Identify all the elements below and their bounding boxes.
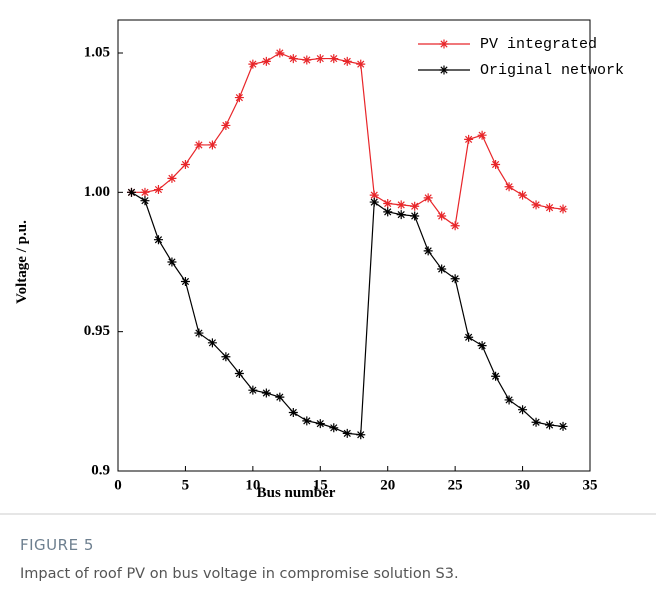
marker <box>545 420 555 430</box>
marker <box>167 173 177 183</box>
x-tick-label: 20 <box>380 477 395 493</box>
marker <box>248 385 258 395</box>
marker <box>180 277 190 287</box>
x-tick-label: 30 <box>515 477 530 493</box>
marker <box>315 419 325 429</box>
marker <box>410 211 420 221</box>
marker <box>140 187 150 197</box>
marker <box>545 203 555 213</box>
marker <box>396 200 406 210</box>
marker <box>369 190 379 200</box>
x-tick-label: 15 <box>313 477 328 493</box>
marker <box>477 341 487 351</box>
marker <box>558 204 568 214</box>
marker <box>356 59 366 69</box>
marker <box>518 190 528 200</box>
marker <box>302 416 312 426</box>
marker <box>126 187 136 197</box>
marker <box>518 405 528 415</box>
marker <box>369 197 379 207</box>
marker <box>329 423 339 433</box>
marker <box>153 185 163 195</box>
marker <box>383 207 393 217</box>
plot-frame <box>117 19 591 472</box>
x-tick-label: 10 <box>245 477 260 493</box>
marker <box>477 130 487 140</box>
marker <box>450 221 460 231</box>
marker <box>275 48 285 58</box>
legend-marker <box>439 65 449 75</box>
marker <box>450 274 460 284</box>
marker <box>491 371 501 381</box>
marker <box>234 368 244 378</box>
figure-caption: Impact of roof PV on bus voltage in comp… <box>20 566 459 582</box>
legend-label: Original network <box>480 62 624 79</box>
y-axis-title: Voltage / p.u. <box>14 220 30 304</box>
marker <box>383 198 393 208</box>
legend-marker <box>439 39 449 49</box>
marker <box>167 257 177 267</box>
marker <box>207 338 217 348</box>
legend-label: PV integrated <box>480 36 597 53</box>
marker <box>504 395 514 405</box>
marker <box>558 421 568 431</box>
x-tick-label: 5 <box>182 477 190 493</box>
marker <box>234 93 244 103</box>
marker <box>194 140 204 150</box>
marker <box>423 246 433 256</box>
marker <box>437 211 447 221</box>
marker <box>288 407 298 417</box>
marker <box>504 182 514 192</box>
marker <box>396 210 406 220</box>
x-tick-label: 35 <box>583 477 598 493</box>
y-tick-label: 1.00 <box>84 184 110 200</box>
marker <box>221 120 231 130</box>
marker <box>410 201 420 211</box>
marker <box>248 59 258 69</box>
marker <box>531 200 541 210</box>
x-axis-title: Bus number <box>257 485 336 501</box>
marker <box>288 54 298 64</box>
marker <box>153 235 163 245</box>
marker <box>464 332 474 342</box>
marker <box>194 328 204 338</box>
marker <box>437 264 447 274</box>
marker <box>342 428 352 438</box>
marker <box>140 196 150 206</box>
marker <box>356 430 366 440</box>
marker <box>464 134 474 144</box>
marker <box>261 56 271 66</box>
figure-label: FIGURE 5 <box>20 536 94 554</box>
marker <box>423 193 433 203</box>
marker <box>221 352 231 362</box>
x-tick-label: 0 <box>114 477 122 493</box>
y-tick-label: 1.05 <box>84 44 110 60</box>
marker <box>491 159 501 169</box>
marker <box>329 54 339 64</box>
y-tick-label: 0.9 <box>91 462 110 478</box>
marker <box>180 159 190 169</box>
marker <box>207 140 217 150</box>
marker <box>342 56 352 66</box>
x-tick-label: 25 <box>448 477 463 493</box>
y-tick-label: 0.95 <box>84 323 110 339</box>
marker <box>261 388 271 398</box>
marker <box>315 54 325 64</box>
marker <box>275 392 285 402</box>
marker <box>302 55 312 65</box>
marker <box>531 417 541 427</box>
